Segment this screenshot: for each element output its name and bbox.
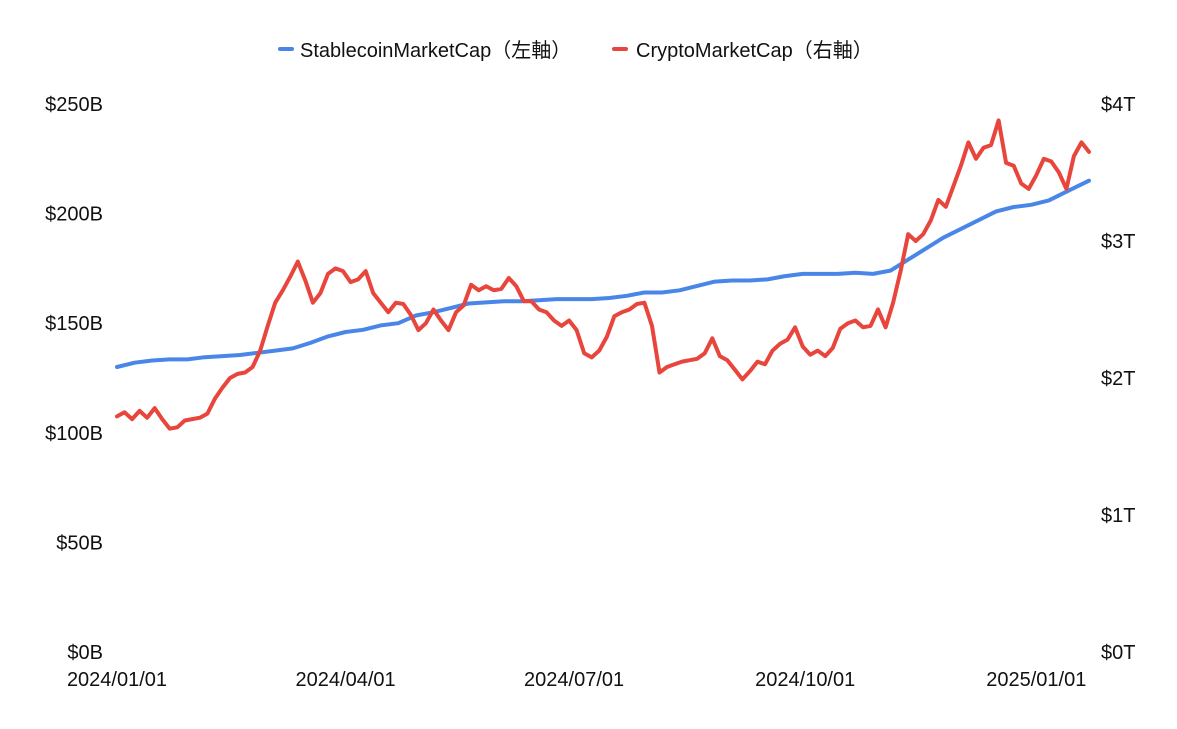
x-tick-label: 2024/01/01 <box>67 669 167 691</box>
y-left-tick-label: $250B <box>45 94 103 116</box>
y-right-tick-label: $3T <box>1101 231 1135 253</box>
y-right-tick-label: $0T <box>1101 642 1135 664</box>
series-line-stablecoin <box>115 178 1091 369</box>
y-left-tick-label: $200B <box>45 204 103 226</box>
y-axis-left: $0B $50B $100B $150B $200B $250B <box>45 94 103 664</box>
y-left-tick-label: $0B <box>67 642 103 664</box>
legend-label-stablecoin: StablecoinMarketCap（左軸） <box>300 39 571 62</box>
x-tick-label: 2024/10/01 <box>755 669 855 691</box>
x-axis: 2024/01/01 2024/04/01 2024/07/01 2024/10… <box>67 669 1086 691</box>
y-left-tick-label: $50B <box>56 532 103 554</box>
x-tick-label: 2025/01/01 <box>986 669 1086 691</box>
legend: StablecoinMarketCap（左軸） CryptoMarketCap（… <box>278 39 873 62</box>
x-tick-label: 2024/07/01 <box>524 669 624 691</box>
y-right-tick-label: $1T <box>1101 505 1135 527</box>
plot-area <box>115 118 1091 431</box>
y-axis-right: $0T $1T $2T $3T $4T <box>1101 94 1135 664</box>
y-left-tick-label: $100B <box>45 423 103 445</box>
x-tick-label: 2024/04/01 <box>296 669 396 691</box>
legend-label-crypto: CryptoMarketCap（右軸） <box>636 39 873 62</box>
series-line-crypto <box>115 118 1091 431</box>
y-right-tick-label: $4T <box>1101 94 1135 116</box>
y-right-tick-label: $2T <box>1101 368 1135 390</box>
y-left-tick-label: $150B <box>45 313 103 335</box>
